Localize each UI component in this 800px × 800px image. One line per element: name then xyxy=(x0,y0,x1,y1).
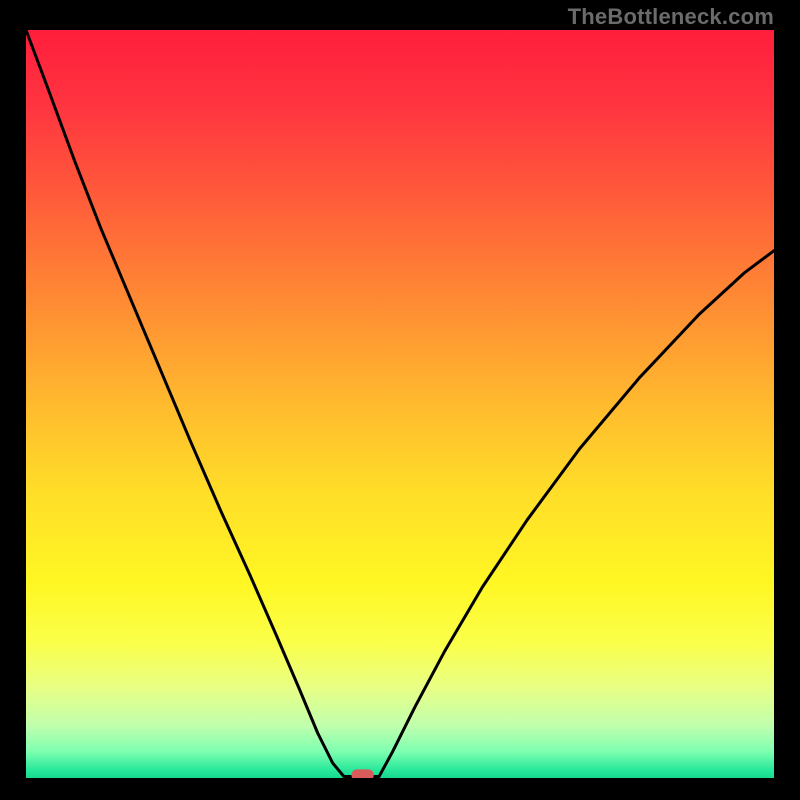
optimal-marker xyxy=(351,769,373,778)
attribution-text: TheBottleneck.com xyxy=(568,4,774,30)
chart-svg xyxy=(26,30,774,778)
plot-area xyxy=(26,30,774,778)
chart-background xyxy=(26,30,774,778)
chart-frame: TheBottleneck.com xyxy=(0,0,800,800)
